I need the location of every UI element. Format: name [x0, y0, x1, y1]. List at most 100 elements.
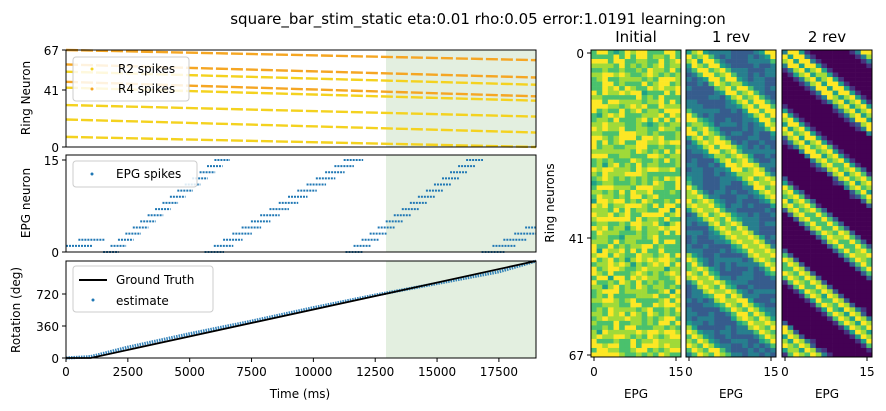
hm0-cell	[647, 185, 654, 191]
hm2-cell	[798, 203, 805, 209]
hm0-cell	[647, 311, 654, 317]
hm1-cell	[691, 131, 698, 137]
hm2-cell	[782, 50, 788, 55]
hm2-cell	[782, 248, 788, 254]
hm2-cell	[855, 316, 862, 322]
hm2-cell	[782, 81, 788, 87]
hm0-cell	[607, 289, 614, 295]
hm2-cell	[849, 185, 856, 191]
hm1-cell	[719, 59, 726, 64]
hm1-cell	[747, 320, 754, 326]
hm2-cell	[798, 68, 805, 73]
hm2-cell	[838, 113, 845, 119]
hm0-cell	[675, 131, 682, 137]
hm0-cell	[630, 135, 637, 141]
hm2-cell	[843, 108, 850, 114]
hm1-cell	[736, 86, 743, 91]
hm1-cell	[742, 117, 749, 123]
hm2-cell	[855, 248, 862, 254]
hm2-cell	[866, 302, 873, 308]
hm0-cell	[613, 50, 620, 55]
hm2-cell	[804, 293, 811, 299]
hm1-cell	[702, 221, 709, 227]
hm2-cell	[832, 135, 839, 141]
hm1-cell	[697, 135, 704, 141]
hm2-cell	[804, 144, 811, 150]
hm0-cell	[658, 289, 665, 295]
hm1-cell	[753, 171, 760, 177]
hm1-cell	[708, 77, 715, 82]
hm1-cell	[725, 320, 732, 326]
hm2-cell	[838, 90, 845, 96]
hm1-cell	[731, 50, 737, 55]
hm1-cell	[708, 275, 715, 281]
hm1-cell	[714, 126, 721, 132]
hm0-cell	[664, 189, 671, 195]
hm0-cell	[664, 208, 671, 213]
hm1-cell	[731, 298, 737, 304]
hm1-cell	[686, 266, 692, 272]
hm1-cell	[691, 325, 698, 331]
hm1-cell	[725, 217, 732, 222]
hm1-cell	[759, 63, 766, 69]
hm1-cell	[697, 68, 704, 73]
hm1-cell	[691, 68, 698, 73]
hm0-cell	[619, 162, 626, 168]
hm1-cell	[708, 59, 715, 64]
hm2-cell	[832, 176, 839, 182]
hm0-cell	[652, 239, 659, 245]
hm1-cell	[736, 198, 743, 204]
hm1-cell	[759, 271, 766, 277]
hm0-cell	[591, 284, 597, 290]
hm2-cell	[810, 217, 817, 222]
hm0-cell	[613, 325, 620, 331]
hm1-cell	[714, 167, 721, 173]
hm2-cell	[860, 95, 867, 100]
hm0-cell	[664, 59, 671, 64]
hm2-cell	[838, 352, 845, 358]
hm2-cell	[832, 212, 839, 218]
hm2-cell	[793, 140, 800, 146]
hm0-cell	[607, 329, 614, 335]
hm0-cell	[675, 347, 682, 353]
hm1-cell	[736, 311, 743, 317]
hm0-cell	[641, 325, 648, 331]
hm2-cell	[838, 280, 845, 286]
hm1-cell	[708, 280, 715, 286]
hm2-cell	[821, 275, 828, 281]
hm0-cell	[664, 307, 671, 313]
hm1-cell	[731, 302, 737, 308]
hm1-cell	[697, 122, 704, 128]
hm2-cell	[787, 343, 794, 349]
hm1-cell	[731, 185, 737, 191]
hm2-cell	[782, 235, 788, 240]
hm0-cell	[596, 122, 603, 128]
hm0-cell	[641, 253, 648, 258]
hm1-cell	[697, 266, 704, 272]
hm2-cell	[843, 149, 850, 155]
hm0-cell	[596, 329, 603, 335]
hm1-cell	[708, 144, 715, 150]
hm1-cell	[719, 99, 726, 105]
hm2-cell	[843, 126, 850, 132]
hm2-cell	[866, 86, 873, 91]
hm2-cell	[843, 95, 850, 100]
hm2-cell	[782, 325, 788, 331]
hm2-cell	[843, 298, 850, 304]
hm1-cell	[731, 271, 737, 277]
hm1-cell	[747, 86, 754, 91]
hm1-cell	[753, 352, 760, 358]
hm1-cell	[731, 68, 737, 73]
hm1-cell	[742, 131, 749, 137]
hm0-cell	[675, 293, 682, 299]
hm0-cell	[619, 266, 626, 272]
hm1-cell	[770, 144, 777, 150]
hm1-cell	[759, 343, 766, 349]
hm2-cell	[821, 153, 828, 159]
hm2-cell	[827, 203, 833, 209]
hm2-cell	[821, 343, 828, 349]
hm0-cell	[669, 198, 676, 204]
hm1-cell	[702, 50, 709, 55]
hm0-cell	[675, 257, 682, 263]
hm0-cell	[652, 302, 659, 308]
